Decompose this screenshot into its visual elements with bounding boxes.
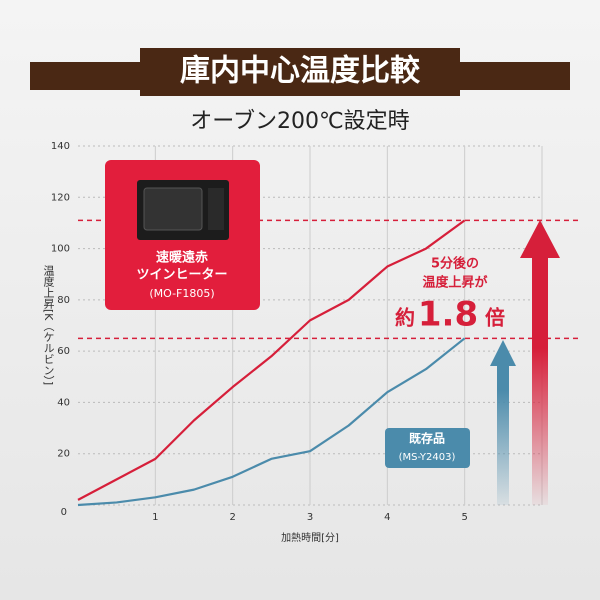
blue-arrow — [490, 340, 516, 505]
title-box — [140, 48, 460, 96]
callout-line: 5分後の — [431, 256, 479, 272]
x-tick-label: 1 — [152, 512, 158, 523]
microwave-door — [143, 187, 203, 231]
y-axis-label: 温度上昇[K（ケルビン）] — [42, 265, 55, 386]
chart-subtitle: オーブン200℃設定時 — [190, 109, 409, 134]
series-line — [77, 337, 466, 507]
product-label: (MO-F1805) — [149, 287, 214, 300]
legacy-label: (MS-Y2403) — [399, 452, 456, 463]
y-tick-label: 100 — [51, 244, 70, 255]
y-tick-label: 120 — [51, 192, 70, 203]
callout-prefix: 約 — [395, 306, 415, 330]
y-tick-label: 20 — [57, 449, 70, 460]
legacy-label: 既存品 — [409, 431, 445, 446]
x-axis-label: 加熱時間[分] — [281, 531, 339, 544]
y-tick-label: 40 — [57, 397, 70, 408]
y-tick-label: 0 — [61, 507, 67, 518]
product-label: ツインヒーター — [136, 268, 227, 283]
product-label: 速暖遠赤 — [156, 250, 208, 266]
x-tick-label: 3 — [307, 512, 313, 523]
legacy-box — [385, 428, 470, 468]
x-tick-label: 2 — [229, 512, 235, 523]
chart-title: 庫内中心温度比較 — [180, 54, 421, 89]
series-line — [77, 219, 466, 501]
x-tick-label: 4 — [384, 512, 390, 523]
y-tick-label: 60 — [57, 346, 70, 357]
y-tick-label: 80 — [57, 295, 70, 306]
x-tick-label: 5 — [461, 512, 467, 523]
callout-line: 温度上昇が — [422, 275, 487, 291]
callout-suffix: 倍 — [485, 306, 505, 330]
microwave-panel — [208, 188, 224, 230]
red-arrow — [520, 220, 560, 505]
y-tick-label: 140 — [51, 141, 70, 152]
callout-value: 1.8 — [418, 295, 478, 335]
